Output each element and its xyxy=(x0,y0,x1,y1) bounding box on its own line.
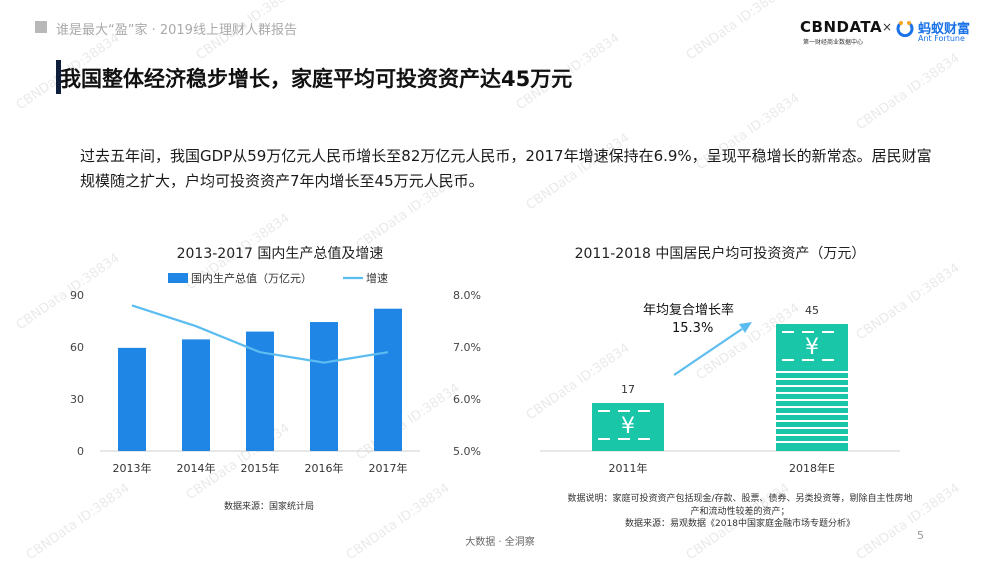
assets-chart-note-line1: 数据说明：家庭可投资资产包括现金/存款、股票、债券、另类投资等，剔除自主性房地 xyxy=(567,494,913,504)
gdp-x-tick-label: 2015年 xyxy=(241,461,280,475)
description-paragraph: 过去五年间，我国GDP从59万亿元人民币增长至82万亿元人民币，2017年增速保… xyxy=(80,147,932,190)
gdp-bar xyxy=(118,347,146,451)
cagr-arrow-head-icon xyxy=(739,322,752,333)
partner-times-symbol: × xyxy=(882,20,893,34)
growth-rate-line xyxy=(131,304,389,364)
legend-gdp-swatch xyxy=(168,273,188,283)
legend-growth-label: 增速 xyxy=(366,271,388,285)
gdp-left-tick-label: 0 xyxy=(77,445,84,458)
gdp-chart-title: 2013-2017 国内生产总值及增速 xyxy=(176,246,384,262)
gdp-x-tick-label: 2017年 xyxy=(369,461,408,475)
assets-x-tick-label: 2018年E xyxy=(789,461,835,475)
page-title: 我国整体经济稳步增长，家庭平均可投资资产达45万元 xyxy=(60,67,573,91)
assets-x-tick-label: 2011年 xyxy=(609,461,648,475)
gdp-bar xyxy=(310,322,338,451)
gdp-right-tick-label: 7.0% xyxy=(453,341,481,354)
page-number: 5 xyxy=(917,529,924,542)
gdp-x-tick-label: 2014年 xyxy=(177,461,216,475)
gdp-left-tick-label: 90 xyxy=(70,289,84,302)
gdp-bar xyxy=(182,339,210,451)
assets-chart-source: 数据来源：易观数据《2018中国家庭金融市场专题分析》 xyxy=(625,519,855,529)
gdp-left-tick-label: 60 xyxy=(70,341,84,354)
ant-fortune-logo-icon xyxy=(896,21,914,38)
assets-chart-note-line2: 产和流动性较差的资产； xyxy=(690,507,790,517)
cagr-arrow-line xyxy=(673,328,743,376)
currency-symbol: ¥ xyxy=(805,335,819,360)
assets-value-label: 45 xyxy=(805,304,819,317)
cbndata-logo: CBNDATA xyxy=(800,18,883,36)
gdp-bar xyxy=(374,308,402,451)
footer-label: 大数据 · 全洞察 xyxy=(465,537,535,548)
ant-fortune-logo-en: Ant Fortune xyxy=(918,34,965,43)
assets-bar: ¥ xyxy=(592,403,664,451)
gdp-left-tick-label: 30 xyxy=(70,393,84,406)
assets-bar: ¥ xyxy=(776,324,848,451)
gdp-x-tick-label: 2016年 xyxy=(305,461,344,475)
title-accent-bar xyxy=(56,60,61,94)
currency-symbol: ¥ xyxy=(621,414,635,439)
report-title: 谁是最大“盈”家 · 2019线上理财人群报告 xyxy=(56,23,297,38)
gdp-right-tick-label: 8.0% xyxy=(453,289,481,302)
legend-gdp-label: 国内生产总值（万亿元） xyxy=(191,271,312,285)
assets-value-label: 17 xyxy=(621,383,635,396)
gdp-chart-source: 数据来源：国家统计局 xyxy=(224,502,315,512)
gdp-x-tick-label: 2013年 xyxy=(113,461,152,475)
gdp-right-tick-label: 5.0% xyxy=(453,445,481,458)
cagr-label: 年均复合增长率 xyxy=(643,302,734,318)
cagr-value: 15.3% xyxy=(672,321,713,336)
header-square-icon xyxy=(35,21,47,33)
ant-fortune-logo-name: 蚂蚁财富 xyxy=(918,22,971,37)
assets-chart-title: 2011-2018 中国居民户均可投资资产（万元） xyxy=(574,246,866,262)
cbndata-logo-subtitle: 第一财经商业数据中心 xyxy=(803,39,864,46)
gdp-right-tick-label: 6.0% xyxy=(453,393,481,406)
